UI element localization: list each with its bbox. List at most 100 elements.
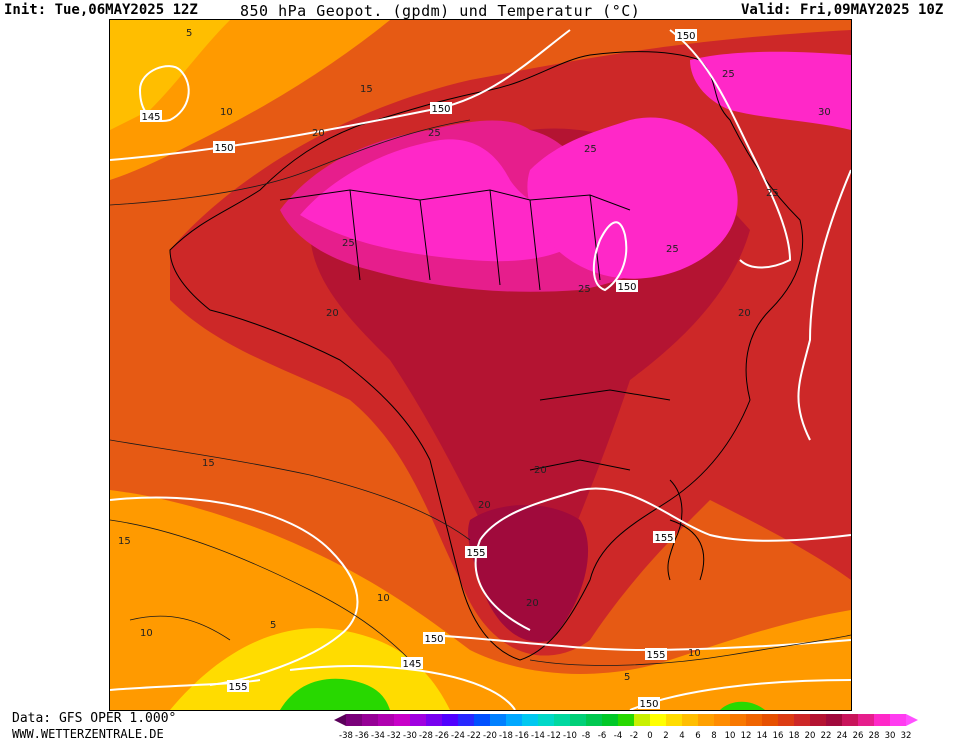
temp-region-sudan: [527, 117, 738, 279]
legend-tick-label: 30: [885, 731, 896, 741]
legend-swatch: [346, 714, 362, 726]
legend-tick-label: 10: [725, 731, 736, 741]
temperature-label: 5: [624, 672, 630, 683]
website-credit: WWW.WETTERZENTRALE.DE: [12, 727, 164, 741]
geopotential-label: 150: [431, 104, 450, 115]
coastlines: [169, 51, 804, 661]
temperature-label: 30: [818, 107, 831, 118]
legend-swatch: [490, 714, 506, 726]
temperature-label-group: 5 15 10 20 25 25 25 30 25 25 25 25 20 20…: [118, 28, 831, 683]
geopotential-label: 145: [402, 659, 421, 670]
temperature-label: 20: [738, 308, 751, 319]
temperature-label: 10: [688, 648, 701, 659]
legend-tick-label: 24: [837, 731, 848, 741]
legend-arrow-left: [334, 714, 346, 726]
legend-swatch: [826, 714, 842, 726]
legend-arrow-right: [906, 714, 918, 726]
legend-tick-label: 2: [663, 731, 668, 741]
legend-swatch: [474, 714, 490, 726]
chart-title: 850 hPa Geopot. (gpdm) und Temperatur (°…: [240, 2, 641, 20]
legend-swatch: [682, 714, 698, 726]
temperature-label: 25: [428, 128, 441, 139]
geopotential-label-group: 145 150 150 150 150 150 150 155 155 155 …: [140, 29, 697, 710]
legend-tick-label: -38: [339, 731, 353, 741]
legend-tick-label: 32: [901, 731, 912, 741]
legend-tick-label: -32: [387, 731, 401, 741]
legend-tick-label: -20: [483, 731, 497, 741]
legend-swatch: [730, 714, 746, 726]
legend-tick-label: -12: [547, 731, 561, 741]
temperature-contours: [110, 119, 851, 666]
temperature-label: 15: [202, 458, 215, 469]
temperature-label: 25: [722, 69, 735, 80]
legend-tick-label: -2: [630, 731, 638, 741]
color-legend: -38 -36 -34 -32 -30 -28 -26 -24 -22 -20 -18 -16 -14-…: [334, 711, 959, 741]
legend-swatch: [890, 714, 906, 726]
geopotential-label: 155: [466, 548, 485, 559]
legend-swatch: [634, 714, 650, 726]
legend-tick-label: -8: [582, 731, 590, 741]
legend-swatch: [458, 714, 474, 726]
geopotential-label: 150: [639, 699, 658, 710]
temperature-label: 20: [312, 128, 325, 139]
temperature-label: 5: [270, 620, 276, 631]
data-source: Data: GFS OPER 1.000°: [12, 711, 177, 726]
legend-swatch: [586, 714, 602, 726]
legend-tick-label: -16: [515, 731, 529, 741]
geopotential-label: 150: [676, 31, 695, 42]
valid-time: Valid: Fri,09MAY2025 10Z: [741, 2, 944, 18]
legend-swatch: [746, 714, 762, 726]
temp-region-south-green: [280, 678, 390, 710]
legend-tick-label: 18: [789, 731, 800, 741]
legend-tick-label: 8: [711, 731, 716, 741]
temperature-label: 10: [377, 593, 390, 604]
legend-swatch: [506, 714, 522, 726]
legend-tick-label: -26: [435, 731, 449, 741]
legend-tick-label: -18: [499, 731, 513, 741]
legend-swatch: [810, 714, 826, 726]
legend-swatch: [762, 714, 778, 726]
legend-swatch: [410, 714, 426, 726]
legend-tick-label: -14: [531, 731, 545, 741]
legend-swatch: [570, 714, 586, 726]
legend-swatch: [522, 714, 538, 726]
temp-region-arabia: [690, 51, 851, 130]
temp-region-south-green-2: [720, 701, 765, 710]
legend-tick-label: -36: [355, 731, 369, 741]
legend-swatch: [618, 714, 634, 726]
geo-label: 145: [140, 110, 162, 123]
legend-tick-label: -22: [467, 731, 481, 741]
legend-tick-label: 14: [757, 731, 768, 741]
temperature-label: 20: [534, 465, 547, 476]
legend-swatch: [602, 714, 618, 726]
temperature-label: 25: [584, 144, 597, 155]
legend-tick-label: 12: [741, 731, 752, 741]
temperature-label: 20: [326, 308, 339, 319]
temp-region-sahara-core: [300, 139, 600, 262]
legend-swatch: [778, 714, 794, 726]
legend-tick-label: -6: [598, 731, 606, 741]
geopotential-label: 155: [646, 650, 665, 661]
temperature-label: 20: [478, 500, 491, 511]
geopotential-label: 150: [214, 143, 233, 154]
legend-swatch: [858, 714, 874, 726]
temperature-label: 25: [578, 284, 591, 295]
legend-swatch: [794, 714, 810, 726]
legend-swatch: [842, 714, 858, 726]
geopotential-contours: [110, 29, 851, 710]
legend-swatch: [394, 714, 410, 726]
init-time: Init: Tue,06MAY2025 12Z: [4, 2, 198, 18]
legend-tick-label: 6: [695, 731, 700, 741]
temperature-label: 25: [342, 238, 355, 249]
temperature-label: 10: [220, 107, 233, 118]
legend-tick-label: 20: [805, 731, 816, 741]
legend-tick-label: 16: [773, 731, 784, 741]
legend-swatch: [538, 714, 554, 726]
temperature-label: 10: [140, 628, 153, 639]
legend-swatch: [714, 714, 730, 726]
geopotential-label: 150: [424, 634, 443, 645]
legend-swatch: [554, 714, 570, 726]
temperature-label: 25: [766, 188, 779, 199]
legend-swatch: [442, 714, 458, 726]
legend-tick-label: 28: [869, 731, 880, 741]
